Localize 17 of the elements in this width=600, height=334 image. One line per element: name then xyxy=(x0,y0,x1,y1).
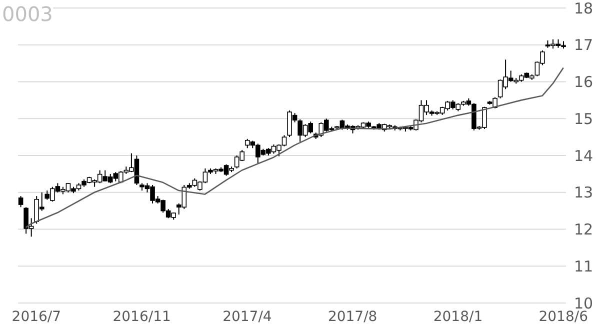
y-tick-label: 12 xyxy=(574,220,594,239)
line-series xyxy=(25,67,564,228)
y-tick-label: 14 xyxy=(574,146,594,165)
y-tick-label: 11 xyxy=(574,257,594,276)
chart-title: 0003 xyxy=(2,2,53,26)
x-tick-label: 2017/4 xyxy=(222,308,272,325)
x-tick-label: 2016/11 xyxy=(112,308,171,325)
x-tick-label: 2017/8 xyxy=(328,308,378,325)
x-tick-label: 2016/7 xyxy=(12,308,62,325)
x-tick-label: 2018/1 xyxy=(433,308,483,325)
y-tick-label: 13 xyxy=(574,184,594,202)
y-tick-label: 18 xyxy=(574,0,594,18)
x-tick-label: 2018/6 xyxy=(538,308,588,325)
y-tick-label: 17 xyxy=(574,36,594,54)
candlestick xyxy=(18,196,24,208)
y-tick-label: 16 xyxy=(574,73,594,92)
y-tick-label: 15 xyxy=(574,110,594,128)
